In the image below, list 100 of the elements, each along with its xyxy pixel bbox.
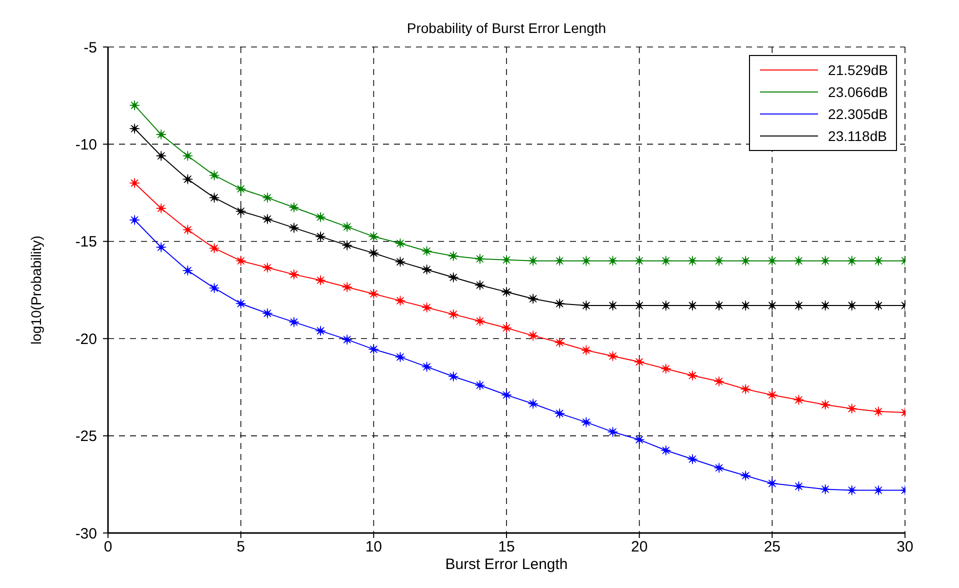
point bbox=[262, 262, 273, 273]
y-tick-label: -30 bbox=[75, 525, 97, 542]
point bbox=[580, 416, 592, 428]
point bbox=[660, 445, 672, 456]
point bbox=[315, 212, 326, 222]
point bbox=[315, 231, 326, 242]
point bbox=[156, 150, 166, 162]
y-tick-label: -10 bbox=[75, 136, 97, 154]
point bbox=[129, 178, 140, 188]
point bbox=[528, 330, 538, 341]
point bbox=[740, 470, 751, 481]
point bbox=[208, 242, 220, 254]
point bbox=[501, 286, 512, 298]
point bbox=[554, 408, 565, 419]
point bbox=[156, 242, 166, 253]
point bbox=[182, 174, 193, 184]
point bbox=[528, 256, 538, 266]
point bbox=[288, 222, 300, 234]
point bbox=[554, 256, 565, 266]
point bbox=[236, 184, 246, 194]
point bbox=[580, 300, 592, 311]
point bbox=[422, 246, 432, 256]
point bbox=[182, 150, 193, 162]
point bbox=[474, 380, 486, 391]
point bbox=[580, 256, 592, 266]
point bbox=[129, 123, 140, 134]
legend-label: 22.305dB bbox=[828, 106, 888, 122]
point bbox=[315, 326, 326, 336]
point bbox=[714, 300, 724, 311]
point bbox=[394, 352, 406, 362]
y-tick-label: -25 bbox=[75, 428, 97, 446]
legend-label: 23.118dB bbox=[828, 128, 887, 144]
point bbox=[793, 481, 804, 492]
y-axis-title: log10(Probability) bbox=[28, 236, 44, 344]
point bbox=[342, 334, 352, 345]
point bbox=[394, 238, 406, 249]
point bbox=[236, 298, 246, 309]
point bbox=[740, 256, 751, 266]
point bbox=[820, 484, 831, 495]
point bbox=[208, 192, 220, 203]
point bbox=[580, 344, 592, 356]
point bbox=[156, 129, 166, 140]
point bbox=[474, 316, 486, 326]
point bbox=[368, 344, 379, 355]
point bbox=[156, 203, 166, 214]
x-tick-label: 30 bbox=[896, 538, 914, 556]
point bbox=[501, 322, 512, 334]
point bbox=[740, 300, 751, 311]
y-tick-label: -5 bbox=[84, 39, 97, 56]
point bbox=[846, 484, 858, 496]
point bbox=[687, 370, 698, 381]
point bbox=[528, 398, 538, 410]
point bbox=[740, 384, 751, 394]
point bbox=[714, 376, 724, 387]
point bbox=[501, 254, 512, 266]
point bbox=[288, 269, 300, 280]
point bbox=[182, 265, 193, 276]
point bbox=[448, 272, 459, 283]
point bbox=[315, 274, 326, 286]
point bbox=[660, 363, 672, 374]
point bbox=[634, 300, 645, 311]
point bbox=[368, 231, 379, 242]
point bbox=[660, 256, 672, 266]
point bbox=[873, 406, 884, 417]
point bbox=[766, 390, 778, 400]
point bbox=[820, 399, 831, 410]
point bbox=[368, 288, 379, 300]
point bbox=[448, 309, 459, 320]
point bbox=[607, 256, 618, 266]
point bbox=[687, 454, 698, 464]
x-tick-label: 25 bbox=[764, 538, 781, 556]
point bbox=[846, 256, 858, 266]
point bbox=[528, 293, 538, 304]
point bbox=[342, 222, 352, 232]
point bbox=[793, 256, 804, 266]
legend-label: 21.529dB bbox=[828, 62, 888, 78]
point bbox=[766, 478, 778, 489]
x-tick-label: 15 bbox=[498, 538, 515, 556]
point bbox=[634, 434, 645, 445]
point bbox=[820, 256, 831, 266]
point bbox=[873, 300, 884, 311]
point bbox=[394, 256, 406, 268]
point bbox=[422, 361, 432, 372]
point bbox=[766, 300, 778, 311]
point bbox=[687, 256, 698, 266]
point bbox=[236, 206, 246, 217]
point bbox=[634, 356, 645, 368]
point bbox=[288, 202, 300, 213]
point bbox=[129, 100, 140, 111]
point bbox=[714, 256, 724, 266]
point bbox=[129, 214, 140, 226]
point bbox=[474, 280, 486, 290]
point bbox=[873, 256, 884, 266]
point bbox=[394, 295, 406, 306]
point bbox=[288, 316, 300, 328]
point bbox=[554, 337, 565, 348]
point bbox=[422, 302, 432, 313]
chart-title: Probability of Burst Error Length bbox=[406, 20, 608, 36]
legend-label: 23.066dB bbox=[828, 84, 888, 100]
point bbox=[448, 371, 459, 382]
